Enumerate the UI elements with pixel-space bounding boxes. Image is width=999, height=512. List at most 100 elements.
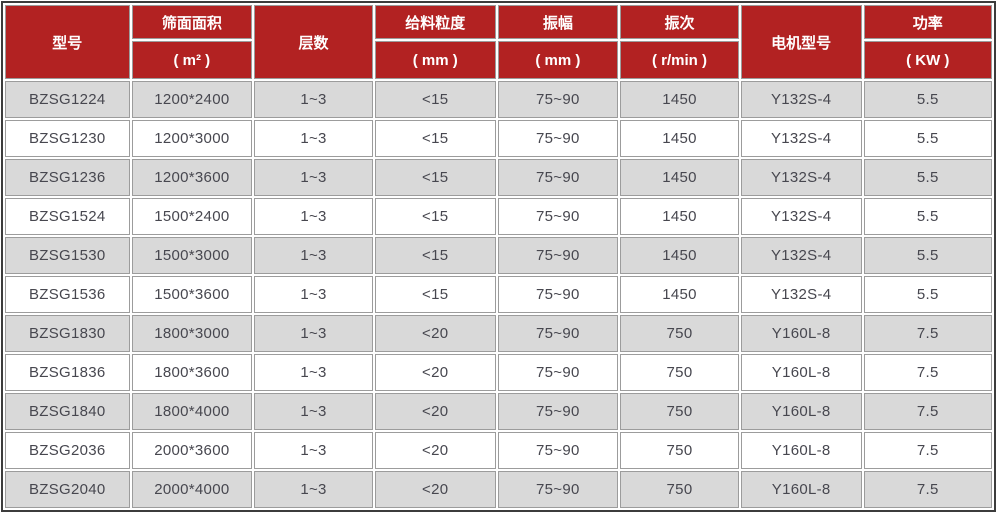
cell-motor-model: Y132S-4 — [740, 198, 862, 235]
cell-feed-size: <20 — [374, 471, 496, 508]
cell-model: BZSG1836 — [5, 354, 130, 391]
cell-power: 5.5 — [863, 276, 992, 313]
cell-layers: 1~3 — [254, 354, 373, 391]
cell-frequency: 750 — [620, 393, 739, 430]
table-row: BZSG1230 1200*3000 1~3 <15 75~90 1450 Y132S-4 5… — [5, 120, 992, 157]
cell-amplitude: 75~90 — [497, 159, 619, 196]
cell-model: BZSG2036 — [5, 432, 130, 469]
cell-layers: 1~3 — [254, 81, 373, 118]
cell-layers: 1~3 — [254, 276, 373, 313]
cell-model: BZSG1840 — [5, 393, 130, 430]
cell-amplitude: 75~90 — [497, 120, 619, 157]
header-unit-screen-area: ( m² ) — [131, 41, 253, 79]
cell-feed-size: <15 — [374, 120, 496, 157]
table-row: BZSG1224 1200*2400 1~3 <15 75~90 1450 Y132S-4 5… — [5, 81, 992, 118]
cell-screen-area: 1800*3000 — [131, 315, 253, 352]
table-row: BZSG1840 1800*4000 1~3 <20 75~90 750 Y160L-8 7.… — [5, 393, 992, 430]
cell-model: BZSG1236 — [5, 159, 130, 196]
cell-power: 5.5 — [863, 198, 992, 235]
cell-motor-model: Y160L-8 — [740, 393, 862, 430]
header-cell-layers: 层数 — [254, 5, 373, 79]
header-cell-feed-size: 给料粒度 — [374, 5, 496, 39]
cell-frequency: 750 — [620, 471, 739, 508]
header-cell-frequency: 振次 — [620, 5, 739, 39]
table-row: BZSG1236 1200*3600 1~3 <15 75~90 1450 Y132S-4 5… — [5, 159, 992, 196]
table-row: BZSG1530 1500*3000 1~3 <15 75~90 1450 Y132S-4 5… — [5, 237, 992, 274]
cell-model: BZSG1230 — [5, 120, 130, 157]
cell-model: BZSG1224 — [5, 81, 130, 118]
header-cell-model: 型号 — [5, 5, 130, 79]
table-row: BZSG1536 1500*3600 1~3 <15 75~90 1450 Y132S-4 5… — [5, 276, 992, 313]
cell-motor-model: Y160L-8 — [740, 432, 862, 469]
cell-screen-area: 2000*3600 — [131, 432, 253, 469]
cell-layers: 1~3 — [254, 393, 373, 430]
header-cell-screen-area: 筛面面积 — [131, 5, 253, 39]
cell-feed-size: <15 — [374, 237, 496, 274]
cell-frequency: 1450 — [620, 81, 739, 118]
header-cell-power: 功率 — [863, 5, 992, 39]
cell-frequency: 1450 — [620, 198, 739, 235]
cell-amplitude: 75~90 — [497, 315, 619, 352]
table-row: BZSG1830 1800*3000 1~3 <20 75~90 750 Y160L-8 7.… — [5, 315, 992, 352]
cell-power: 7.5 — [863, 354, 992, 391]
cell-feed-size: <20 — [374, 393, 496, 430]
header-unit-amplitude: ( mm ) — [497, 41, 619, 79]
cell-model: BZSG2040 — [5, 471, 130, 508]
cell-motor-model: Y160L-8 — [740, 354, 862, 391]
cell-motor-model: Y132S-4 — [740, 276, 862, 313]
cell-amplitude: 75~90 — [497, 237, 619, 274]
cell-power: 5.5 — [863, 120, 992, 157]
table-row: BZSG1836 1800*3600 1~3 <20 75~90 750 Y160L-8 7.… — [5, 354, 992, 391]
cell-power: 7.5 — [863, 315, 992, 352]
cell-screen-area: 1800*4000 — [131, 393, 253, 430]
cell-power: 5.5 — [863, 81, 992, 118]
cell-power: 7.5 — [863, 432, 992, 469]
cell-feed-size: <15 — [374, 81, 496, 118]
cell-amplitude: 75~90 — [497, 354, 619, 391]
cell-amplitude: 75~90 — [497, 471, 619, 508]
table-header: 型号 筛面面积 层数 给料粒度 振幅 振次 电机型号 功率 ( m² ) ( m… — [5, 5, 992, 79]
cell-power: 7.5 — [863, 471, 992, 508]
table-row: BZSG2040 2000*4000 1~3 <20 75~90 750 Y160L-8 7.… — [5, 471, 992, 508]
cell-feed-size: <20 — [374, 354, 496, 391]
cell-screen-area: 1800*3600 — [131, 354, 253, 391]
cell-frequency: 1450 — [620, 237, 739, 274]
header-cell-amplitude: 振幅 — [497, 5, 619, 39]
cell-layers: 1~3 — [254, 315, 373, 352]
cell-layers: 1~3 — [254, 471, 373, 508]
cell-model: BZSG1536 — [5, 276, 130, 313]
cell-layers: 1~3 — [254, 198, 373, 235]
cell-amplitude: 75~90 — [497, 198, 619, 235]
cell-screen-area: 1500*3000 — [131, 237, 253, 274]
table-row: BZSG1524 1500*2400 1~3 <15 75~90 1450 Y132S-4 5… — [5, 198, 992, 235]
cell-amplitude: 75~90 — [497, 393, 619, 430]
cell-screen-area: 1200*3600 — [131, 159, 253, 196]
cell-feed-size: <15 — [374, 159, 496, 196]
cell-model: BZSG1530 — [5, 237, 130, 274]
cell-screen-area: 1500*2400 — [131, 198, 253, 235]
cell-power: 5.5 — [863, 237, 992, 274]
cell-model: BZSG1830 — [5, 315, 130, 352]
cell-amplitude: 75~90 — [497, 276, 619, 313]
header-row-labels: 型号 筛面面积 层数 给料粒度 振幅 振次 电机型号 功率 — [5, 5, 992, 79]
cell-motor-model: Y160L-8 — [740, 315, 862, 352]
cell-power: 5.5 — [863, 159, 992, 196]
cell-screen-area: 2000*4000 — [131, 471, 253, 508]
cell-feed-size: <15 — [374, 276, 496, 313]
cell-screen-area: 1200*3000 — [131, 120, 253, 157]
cell-motor-model: Y132S-4 — [740, 81, 862, 118]
cell-frequency: 1450 — [620, 159, 739, 196]
cell-layers: 1~3 — [254, 237, 373, 274]
cell-feed-size: <20 — [374, 315, 496, 352]
table-row: BZSG2036 2000*3600 1~3 <20 75~90 750 Y160L-8 7.… — [5, 432, 992, 469]
cell-motor-model: Y132S-4 — [740, 237, 862, 274]
cell-motor-model: Y132S-4 — [740, 159, 862, 196]
header-unit-frequency: ( r/min ) — [620, 41, 739, 79]
cell-amplitude: 75~90 — [497, 432, 619, 469]
cell-amplitude: 75~90 — [497, 81, 619, 118]
cell-feed-size: <20 — [374, 432, 496, 469]
cell-screen-area: 1200*2400 — [131, 81, 253, 118]
cell-frequency: 1450 — [620, 120, 739, 157]
